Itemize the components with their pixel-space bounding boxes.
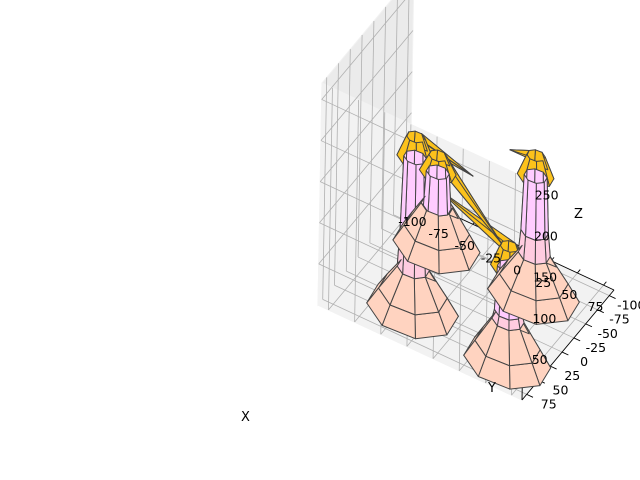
x-tick-label: -75 (428, 226, 448, 241)
head-facet (490, 244, 504, 274)
surface-figures (366, 130, 580, 390)
z-grid-left (320, 30, 414, 141)
y-tick-mark (550, 365, 557, 370)
y-tick-label: -75 (609, 312, 629, 327)
y-tick-label: 25 (564, 368, 580, 383)
y-grid-left (345, 49, 351, 272)
tick-labels: -100-75-50-250255075-100-75-50-250255075… (398, 187, 640, 411)
y-grid-left (381, 6, 387, 229)
y-tick-label: 0 (580, 354, 588, 369)
y-grid-left (322, 77, 328, 300)
y-axis-label: Y (487, 381, 496, 396)
head-facet (396, 135, 411, 165)
y-tick-label: -25 (586, 340, 606, 355)
y-tick-label: -50 (597, 326, 617, 341)
z-grid-left (319, 71, 413, 182)
flamingo-front-center (487, 149, 580, 325)
x-tick-mark (603, 281, 607, 286)
z-tick-label: 250 (535, 187, 559, 202)
body-facet (437, 178, 448, 217)
flamingo-front-left (392, 149, 502, 275)
z-tick-label: 150 (533, 270, 557, 285)
z-grid-left (318, 153, 412, 265)
y-tick-label: 50 (553, 382, 569, 397)
body-facet (366, 287, 391, 326)
z-tick-label: 50 (532, 352, 548, 367)
x-tick-label: -25 (481, 250, 501, 265)
y-tick-mark (609, 295, 616, 299)
x-axis-label: X (241, 410, 250, 425)
y-grid-left (393, 0, 398, 215)
z-axis-label: Z (574, 207, 583, 222)
y-tick-mark (526, 393, 534, 398)
y-tick-mark (597, 309, 604, 314)
body-facet (463, 339, 487, 377)
y-grid-left (334, 63, 339, 286)
y-tick-mark (573, 337, 581, 342)
body-facet (487, 273, 512, 312)
x-tick-label: -50 (455, 238, 475, 253)
x-tick-label: -100 (398, 214, 426, 229)
z-grid-left (321, 0, 406, 100)
x-grid-back (328, 87, 333, 310)
x-tick-label: 25 (535, 275, 551, 290)
x-tick-label: 0 (513, 263, 521, 278)
z-tick-label: 100 (532, 311, 556, 326)
y-tick-mark (585, 323, 593, 328)
y-tick-mark (561, 351, 569, 356)
body-facet (508, 318, 521, 332)
y-tick-label: -100 (617, 298, 640, 313)
y-tick-label: 75 (541, 396, 557, 411)
body-facet (392, 224, 416, 262)
y-grid-left (357, 35, 363, 258)
z-tick-label: 200 (534, 229, 558, 244)
y-grid-left (369, 20, 375, 243)
x-tick-label: 50 (561, 287, 577, 302)
head-facet (516, 153, 531, 183)
x-tick-mark (577, 269, 581, 274)
z-grid-left (319, 112, 412, 224)
x-tick-label: 75 (588, 299, 604, 314)
